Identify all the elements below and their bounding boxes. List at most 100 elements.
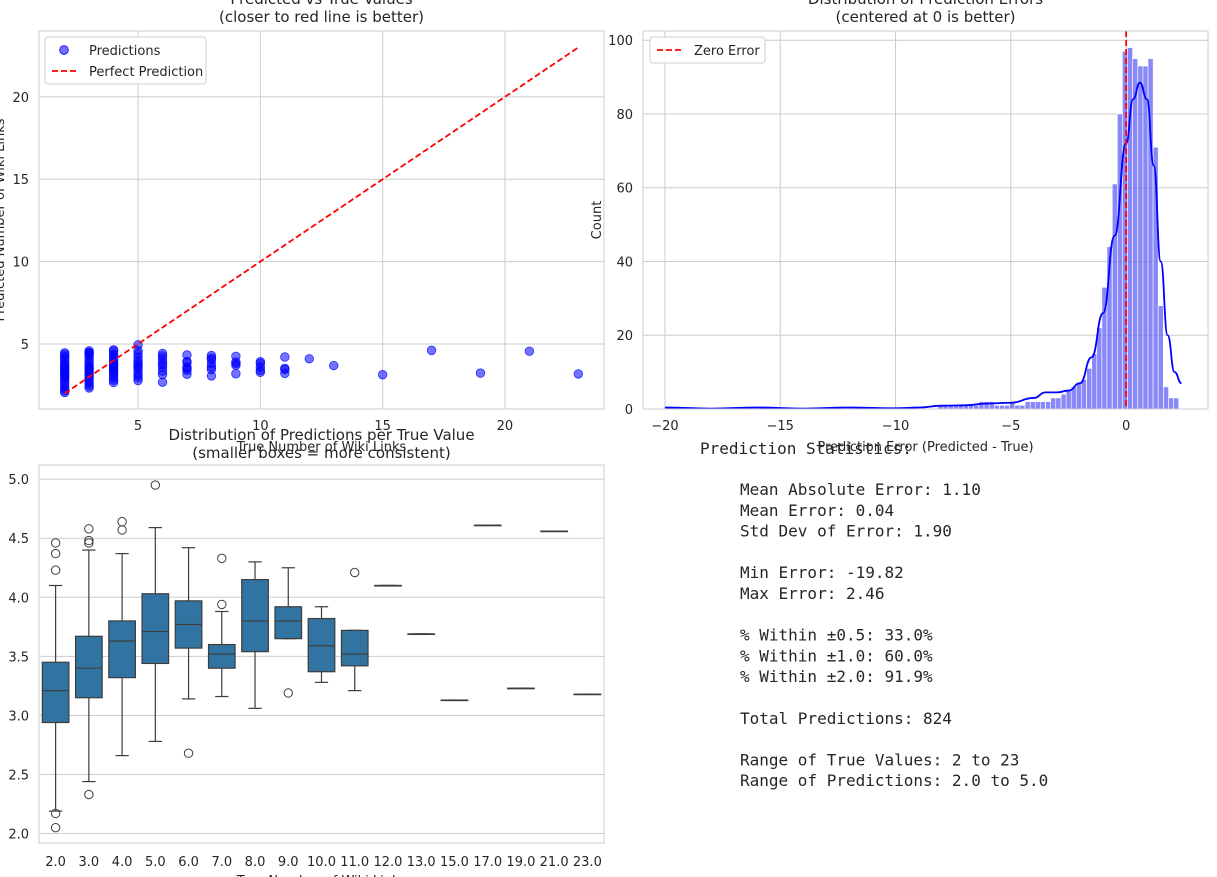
box-outlier: [150, 480, 161, 490]
box-xtick-label: 7.0: [211, 855, 232, 870]
scatter-point: [231, 351, 241, 361]
hist-ytick-label: 20: [616, 329, 633, 344]
histogram-bar: [1117, 113, 1123, 409]
box-xtick-label: 5.0: [145, 855, 166, 870]
statistics-line: % Within ±2.0: 91.9%: [740, 667, 933, 686]
box-xtick-label: 3.0: [79, 855, 100, 870]
hist-xtick-label: −20: [651, 419, 678, 434]
box-outlier: [84, 538, 94, 548]
statistics-line: % Within ±0.5: 33.0%: [740, 626, 933, 645]
statistics-line: Range of True Values: 2 to 23: [740, 750, 1019, 769]
box-xtick-label: 8.0: [245, 855, 266, 870]
box-subtitle: (smaller boxes = more consistent): [192, 444, 450, 462]
scatter-point: [304, 354, 314, 364]
statistics-title: Prediction Statistics:: [700, 439, 912, 458]
scatter-xtick-label: 10: [252, 419, 269, 434]
statistics-line: Max Error: 2.46: [740, 584, 885, 603]
box-xlabel: True Number of Wiki Links: [236, 874, 407, 877]
scatter-xlabel: True Number of Wiki Links: [236, 440, 407, 455]
box-outlier: [84, 524, 94, 534]
box-outlier: [217, 553, 227, 564]
statistics-line: Mean Absolute Error: 1.10: [740, 480, 981, 499]
histogram-bar: [1137, 65, 1144, 409]
box-outlier: [84, 535, 94, 546]
box-xtick-label: 9.0: [278, 855, 299, 870]
histogram-bar: [1157, 305, 1164, 409]
hist-xtick-label: −5: [1001, 419, 1020, 434]
box-title: Distribution of Predictions per True Val…: [168, 426, 474, 444]
histogram-bar: [1168, 397, 1174, 409]
histogram-bar: [1024, 401, 1031, 409]
histogram-bar: [1029, 401, 1036, 409]
box-xtick-label: 4.0: [112, 855, 133, 870]
statistics-line: Range of Predictions: 2.0 to 5.0: [740, 771, 1048, 790]
box-xtick-label: 23.0: [573, 855, 602, 870]
box-group: [74, 524, 103, 800]
box-ytick-label: 2.5: [8, 768, 29, 783]
histogram-bar: [1142, 65, 1149, 409]
scatter-point: [59, 348, 70, 358]
box-outlier: [283, 688, 293, 698]
hist-axes-frame: [642, 30, 1209, 410]
box-xtick-label: 10.0: [307, 855, 336, 870]
box-iqr: [74, 635, 103, 699]
box-outlier: [84, 789, 94, 800]
histogram-bar: [1075, 382, 1082, 409]
box-outlier: [217, 599, 227, 610]
statistics-line: Std Dev of Error: 1.90: [740, 522, 952, 541]
box-iqr: [207, 643, 236, 669]
histogram-bar: [1111, 183, 1118, 409]
hist-ytick-label: 80: [616, 108, 633, 123]
scatter-ytick-label: 5: [21, 338, 29, 353]
boxplot-panel: 2.0 2.5 3.0 3.5 4.0 4.5 5.0 2.0 3.0 4.0 5.0 6.0 7.0 8…: [8, 426, 604, 877]
box-group: [540, 530, 569, 533]
scatter-plot-area: [59, 46, 584, 398]
box-group: [407, 633, 436, 636]
box-outlier: [183, 748, 194, 758]
box-iqr: [141, 593, 170, 665]
box-group: [573, 693, 602, 696]
hist-xtick-label: −15: [766, 419, 793, 434]
box-xtick-label: 19.0: [506, 855, 535, 870]
scatter-xtick-label: 20: [497, 419, 514, 434]
box-outlier: [50, 808, 61, 819]
scatter-point: [524, 346, 535, 356]
legend-label-predictions: Predictions: [89, 44, 161, 59]
scatter-point: [157, 348, 168, 359]
box-xtick-label: 17.0: [473, 855, 502, 870]
box-ytick-label: 5.0: [8, 473, 29, 488]
box-outlier: [50, 822, 61, 833]
histogram-bar: [1019, 405, 1026, 409]
histogram-bar: [1096, 327, 1103, 409]
scatter-axes-frame: [38, 30, 605, 410]
box-group: [374, 584, 402, 587]
hist-xlabel: Prediction Error (Predicted - True): [817, 440, 1033, 455]
scatter-point: [84, 346, 94, 356]
box-outlier: [50, 538, 61, 548]
box-xtick-label: 6.0: [178, 855, 199, 870]
box-ytick-label: 3.0: [8, 709, 29, 724]
box-group: [473, 524, 502, 527]
legend-marker-predictions: [59, 45, 69, 55]
box-group: [340, 567, 369, 692]
hist-xtick-label: 0: [1122, 419, 1130, 434]
scatter-ytick-label: 15: [12, 173, 29, 188]
box-axes-frame: [38, 464, 605, 844]
hist-legend: Zero Error: [649, 36, 766, 64]
statistics-line: Min Error: -19.82: [740, 563, 904, 582]
statistics-line: % Within ±1.0: 60.0%: [740, 646, 933, 665]
histogram-bar: [1086, 368, 1093, 409]
box-group: [207, 553, 236, 698]
statistics-line: Total Predictions: 824: [740, 709, 952, 728]
box-group: [174, 547, 203, 758]
histogram-bar: [1055, 397, 1062, 409]
box-iqr: [340, 629, 369, 667]
box-outlier: [117, 517, 127, 527]
scatter-point: [280, 363, 290, 374]
box-group: [440, 699, 469, 702]
hist-title: Distribution of Prediction Errors: [808, 0, 1043, 8]
box-outlier: [50, 565, 61, 575]
histogram-bar: [1034, 401, 1041, 409]
statistics-panel: Prediction Statistics: Mean Absolute Erro…: [700, 439, 1048, 790]
